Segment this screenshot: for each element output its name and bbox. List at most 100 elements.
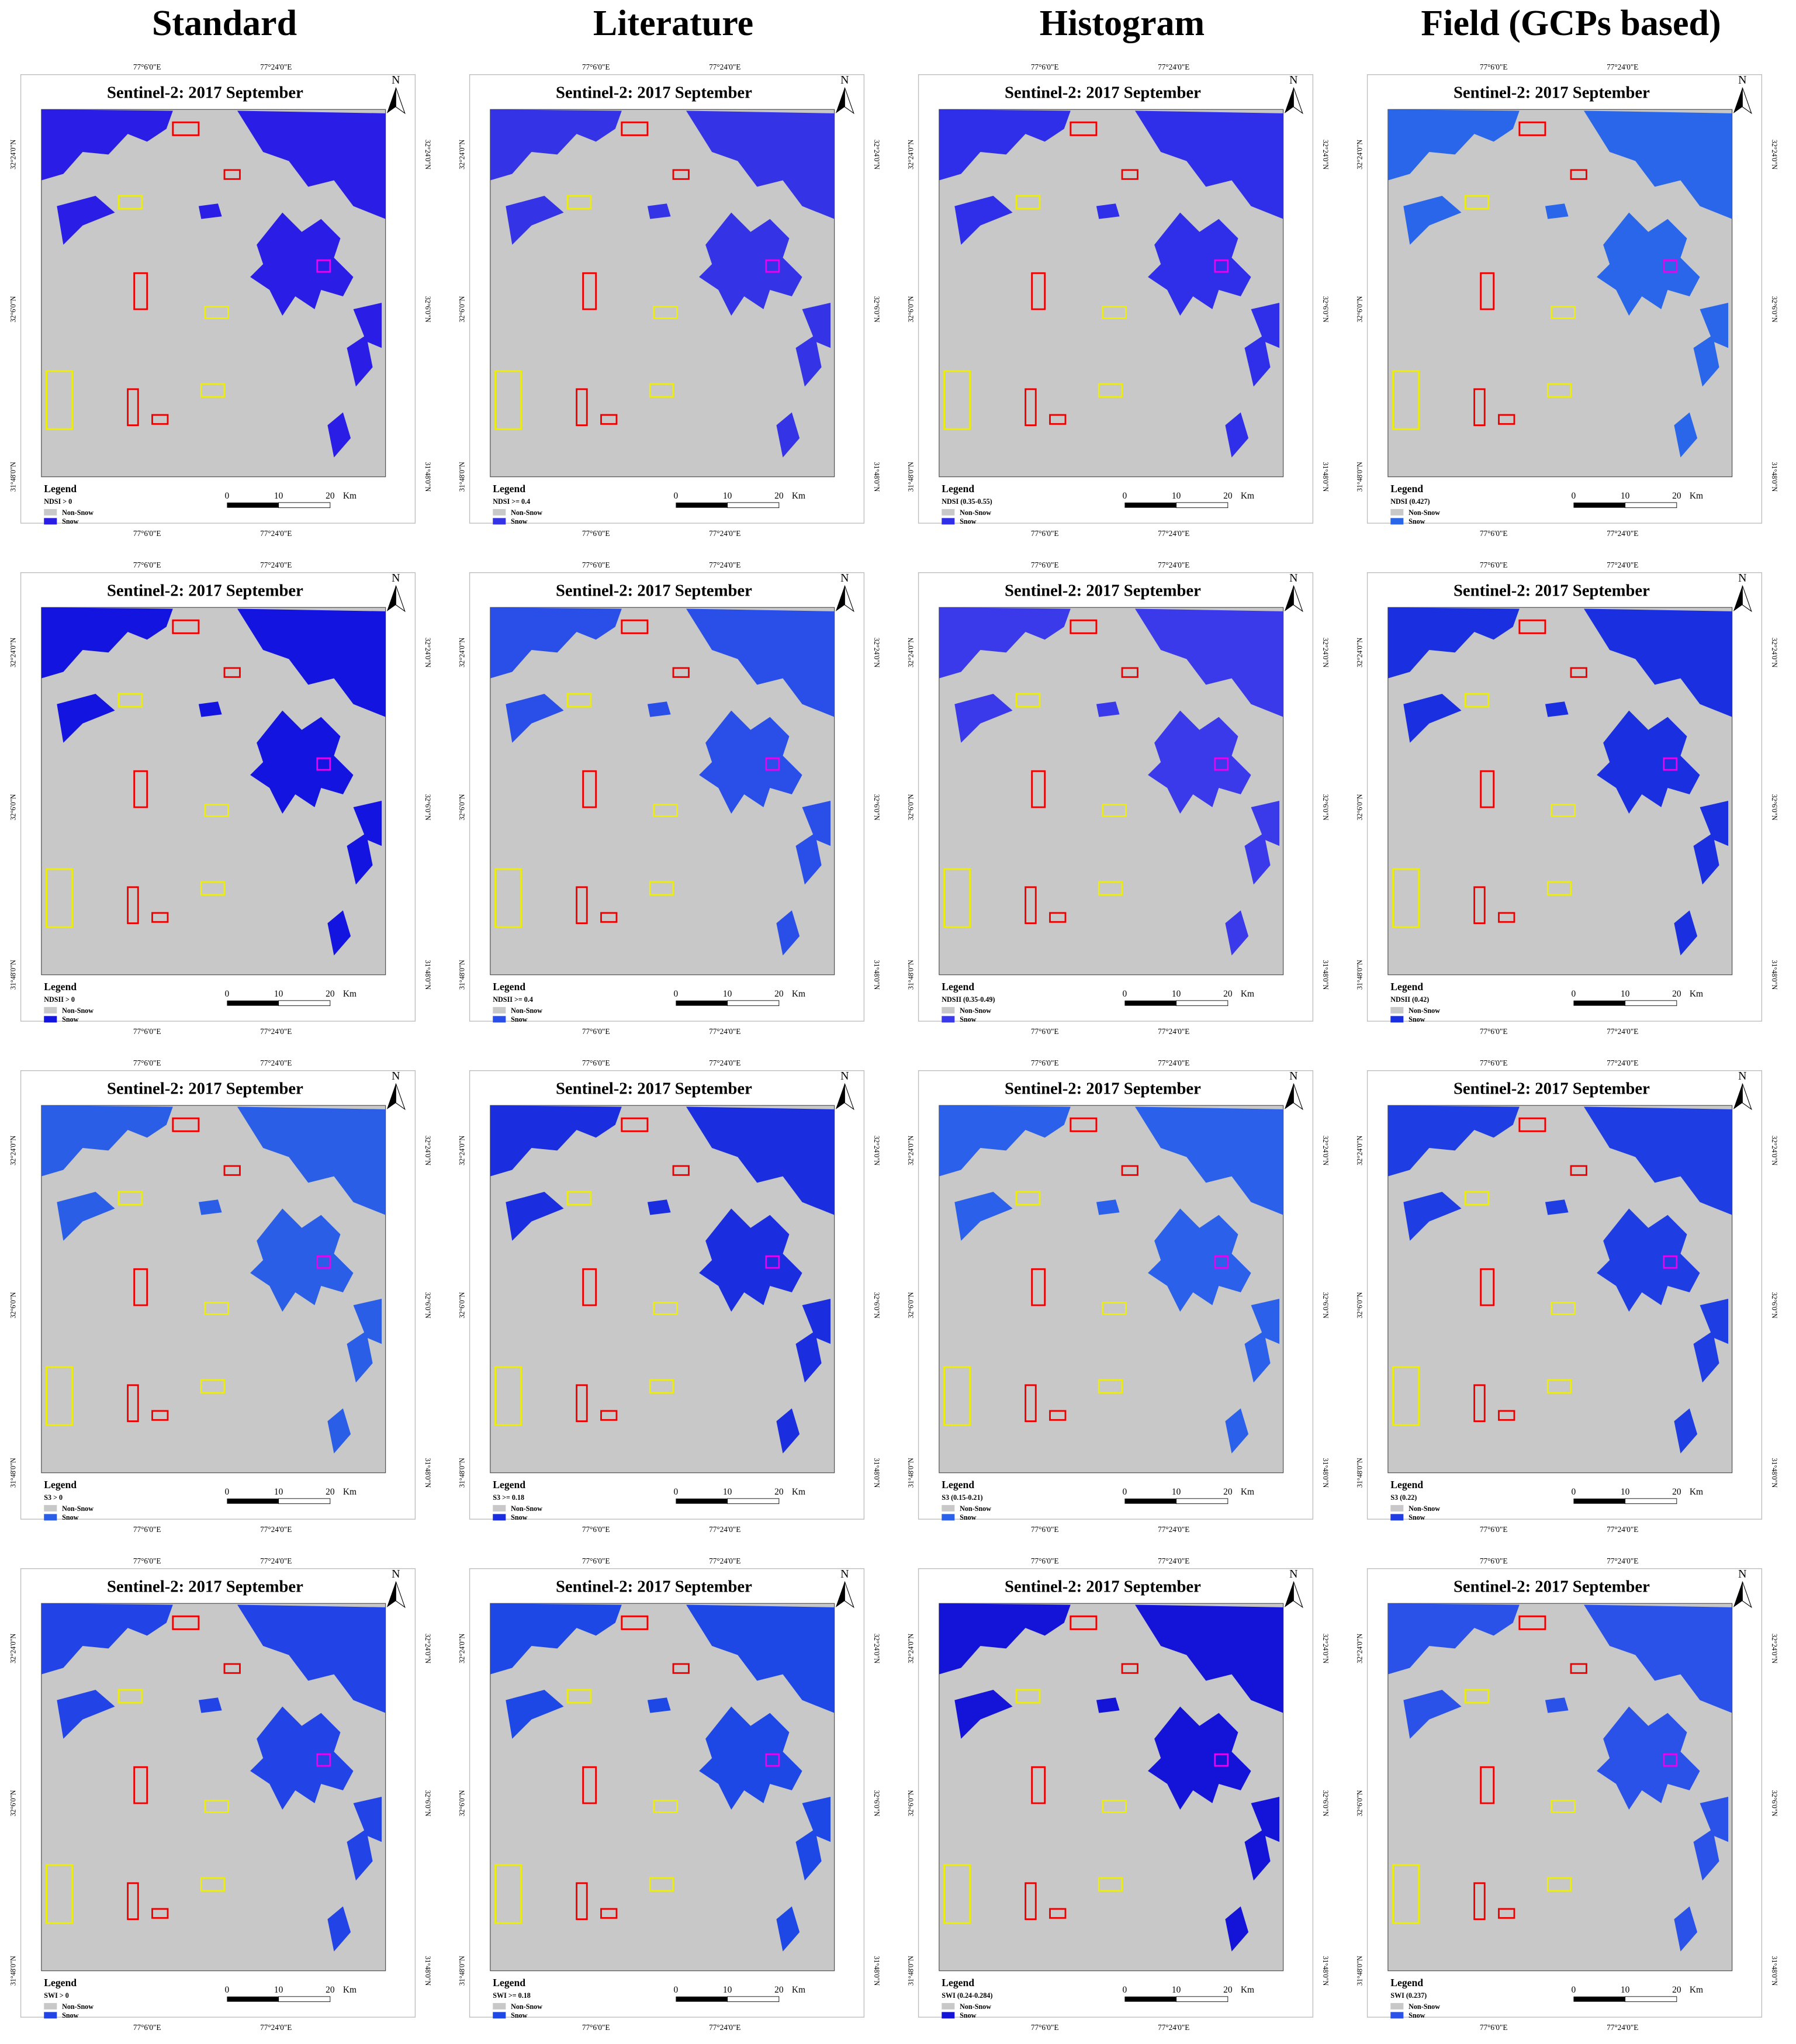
latitude-label: 32°24'0"N <box>907 1136 915 1165</box>
legend-label: Non-Snow <box>62 2003 94 2011</box>
sample-box <box>621 619 649 634</box>
map-title: Sentinel-2: 2017 September <box>1454 1577 1650 1596</box>
snow-area <box>1545 701 1569 717</box>
sample-box <box>172 1615 200 1630</box>
snow-area <box>1403 1191 1462 1241</box>
sample-box <box>1392 868 1420 928</box>
snow-area <box>198 701 222 717</box>
snow-area <box>327 1906 351 1952</box>
north-arrow-half <box>844 585 854 613</box>
latitude-label: 31°48'0"N <box>458 960 466 990</box>
latitude-label: 31°48'0"N <box>9 1956 18 1986</box>
legend-label: Snow <box>960 2011 977 2019</box>
sample-box <box>1070 121 1098 136</box>
scale-label: 20 <box>774 1985 784 1995</box>
legend-title: Legend <box>44 1977 77 1988</box>
longitude-label: 77°24'0"E <box>1158 2023 1189 2032</box>
legend-swatch <box>1390 509 1404 516</box>
sample-box <box>127 1384 139 1422</box>
snow-area <box>506 1191 564 1241</box>
legend-title: Legend <box>1390 981 1423 992</box>
north-label: N <box>1738 572 1746 585</box>
scale-bar-black <box>676 1996 728 2002</box>
latitude-label: 31°48'0"N <box>458 462 466 492</box>
longitude-label: 77°24'0"E <box>709 1557 740 1565</box>
north-label: N <box>1289 1070 1297 1082</box>
longitude-label: 77°6'0"E <box>133 1557 161 1565</box>
map-panel: 77°6'0"E 77°6'0"E 77°24'0"E 77°24'0"E 32°24'… <box>9 1557 432 2032</box>
scale-label: 20 <box>1223 1487 1233 1497</box>
snow-area <box>939 607 1071 679</box>
legend-swatch <box>493 1514 506 1521</box>
latitude-label: 31°48'0"N <box>907 1458 915 1488</box>
legend-swatch <box>1390 2012 1404 2019</box>
longitude-label: 77°6'0"E <box>1480 1525 1508 1534</box>
sample-box <box>1551 1302 1576 1315</box>
snow-area <box>41 1603 173 1675</box>
scale-bar-white <box>1176 1000 1229 1007</box>
snow-area <box>1251 1797 1280 1842</box>
sample-box <box>151 414 169 425</box>
sample-box <box>649 1877 674 1892</box>
longitude-label: 77°6'0"E <box>582 2023 610 2032</box>
longitude-label: 77°6'0"E <box>1031 1027 1059 1036</box>
latitude-label: 31°48'0"N <box>424 1458 432 1488</box>
sample-box <box>127 886 139 924</box>
latitude-label: 32°24'0"N <box>424 1634 432 1663</box>
sample-box <box>1518 121 1546 136</box>
legend-label: Snow <box>62 1015 79 1023</box>
legend-title: Legend <box>493 483 525 494</box>
scale-label: 10 <box>1172 1985 1181 1995</box>
snow-area <box>1135 1106 1283 1215</box>
sample-box <box>1098 1379 1123 1394</box>
latitude-label: 31°48'0"N <box>458 1458 466 1488</box>
longitude-label: 77°24'0"E <box>260 63 292 71</box>
snow-area <box>802 801 831 846</box>
sample-box <box>1025 388 1037 426</box>
snow-area <box>1225 1906 1249 1952</box>
scale-bar-white <box>1176 1498 1229 1505</box>
map-panel: 77°6'0"E 77°6'0"E 77°24'0"E 77°24'0"E 32°24'… <box>907 1557 1330 2032</box>
scale-label: 0 <box>225 989 230 999</box>
sample-box <box>1121 1165 1138 1176</box>
sample-box <box>1031 272 1046 310</box>
sample-box <box>1102 1302 1127 1315</box>
sample-box <box>1392 370 1420 430</box>
latitude-label: 32°24'0"N <box>9 1136 18 1165</box>
legend-label: Non-Snow <box>511 1007 542 1015</box>
legend-label: Non-Snow <box>960 1007 991 1015</box>
legend-label: Non-Snow <box>511 2003 542 2011</box>
sample-box <box>1464 1689 1490 1704</box>
latitude-label: 32°6'0"N <box>1770 794 1778 821</box>
longitude-label: 77°24'0"E <box>1607 1557 1638 1565</box>
sample-box <box>765 1255 780 1269</box>
longitude-label: 77°6'0"E <box>1031 1525 1059 1534</box>
scale-label: 20 <box>326 1985 335 1995</box>
sample-box <box>576 388 588 426</box>
longitude-label: 77°24'0"E <box>709 1525 740 1534</box>
map-panel: 77°6'0"E 77°6'0"E 77°24'0"E 77°24'0"E 32°24'… <box>458 1557 881 2032</box>
scale-label: 20 <box>774 1487 784 1497</box>
sample-box <box>223 667 241 678</box>
longitude-label: 77°24'0"E <box>1158 63 1189 71</box>
map-panel: 77°6'0"E 77°6'0"E 77°24'0"E 77°24'0"E 32°24'… <box>907 63 1330 538</box>
map-title: Sentinel-2: 2017 September <box>556 1577 752 1596</box>
snow-area <box>1387 109 1520 181</box>
map-panel: 77°6'0"E 77°6'0"E 77°24'0"E 77°24'0"E 32°24'… <box>1356 1557 1778 2032</box>
latitude-label: 31°48'0"N <box>907 462 915 492</box>
north-label: N <box>1738 1070 1746 1082</box>
longitude-label: 77°6'0"E <box>582 1059 610 1067</box>
longitude-label: 77°24'0"E <box>260 1557 292 1565</box>
legend-title: Legend <box>44 1479 77 1490</box>
map-title: Sentinel-2: 2017 September <box>556 581 752 600</box>
snow-area <box>1693 1829 1719 1881</box>
snow-area <box>1096 1697 1120 1713</box>
snow-area <box>1584 1604 1732 1713</box>
snow-area <box>699 710 802 814</box>
scale-label: 0 <box>674 1487 679 1497</box>
map-title: Sentinel-2: 2017 September <box>556 1079 752 1098</box>
scale-label: 20 <box>326 491 335 501</box>
sample-box <box>1480 1766 1495 1804</box>
north-arrow-half <box>1293 1083 1303 1111</box>
latitude-label: 32°24'0"N <box>1356 1634 1364 1663</box>
